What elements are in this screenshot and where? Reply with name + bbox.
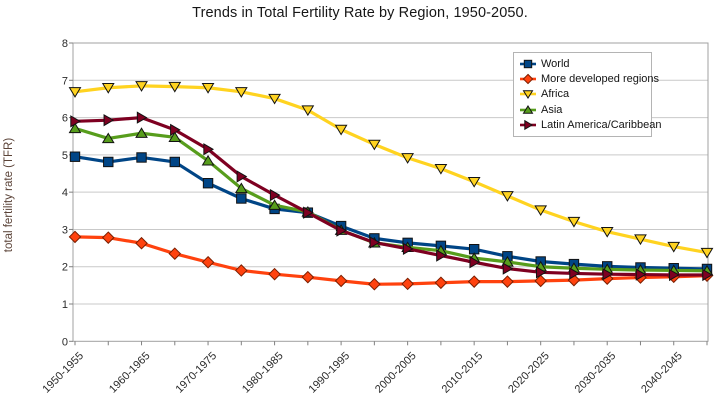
svg-text:2: 2	[62, 262, 68, 274]
legend-label-world: World	[541, 57, 570, 70]
legend-label-africa: Africa	[541, 88, 570, 101]
svg-text:1960-1965: 1960-1965	[107, 350, 153, 396]
svg-text:0: 0	[62, 336, 68, 348]
series-africa	[68, 81, 714, 259]
africa-marker-icon	[520, 90, 536, 100]
svg-text:1: 1	[62, 299, 68, 311]
world-marker-icon	[520, 59, 536, 68]
svg-text:2020-2025: 2020-2025	[506, 350, 552, 396]
svg-text:6: 6	[62, 113, 68, 125]
legend-item-asia: Asia	[519, 102, 647, 117]
svg-text:2040-2045: 2040-2045	[639, 350, 685, 396]
series-latin-america-caribbean	[70, 111, 714, 282]
axes	[69, 42, 709, 346]
legend: World More developed regions Africa Asia…	[513, 52, 661, 137]
asia-marker-icon	[520, 104, 536, 114]
svg-text:2010-2015: 2010-2015	[440, 350, 486, 396]
series-world	[69, 151, 713, 275]
svg-text:1980-1985: 1980-1985	[240, 350, 286, 396]
latin-america-caribbean-marker-icon	[520, 120, 536, 131]
legend-item-more-developed-regions: More developed regions	[519, 71, 659, 86]
legend-label-latin-america-caribbean: Latin America/Caribbean	[541, 119, 662, 132]
legend-label-more-developed-regions: More developed regions	[541, 73, 660, 86]
more-developed-regions-marker-icon	[520, 73, 536, 85]
x-tick-labels: 1950-1955 1960-1965 1970-1975 1980-1985 1990…	[40, 350, 684, 396]
svg-text:1950-1955: 1950-1955	[40, 350, 86, 396]
svg-text:1990-1995: 1990-1995	[307, 350, 353, 396]
chart-title: Trends in Total Fertility Rate by Region…	[192, 5, 528, 21]
legend-item-africa: Africa	[519, 87, 647, 102]
svg-text:5: 5	[62, 150, 68, 162]
y-tick-labels: 0 1 2 3 4 5 6 7 8	[62, 38, 68, 348]
svg-text:8: 8	[62, 38, 68, 50]
legend-item-world: World	[519, 56, 647, 71]
svg-text:3: 3	[62, 224, 68, 236]
svg-text:7: 7	[62, 75, 68, 87]
legend-label-asia: Asia	[541, 103, 563, 116]
svg-text:2000-2005: 2000-2005	[373, 350, 419, 396]
svg-text:2030-2035: 2030-2035	[573, 350, 619, 396]
svg-text:4: 4	[62, 187, 68, 199]
legend-item-latin-america-caribbean: Latin America/Caribbean	[519, 118, 661, 133]
svg-text:1970-1975: 1970-1975	[173, 350, 219, 396]
